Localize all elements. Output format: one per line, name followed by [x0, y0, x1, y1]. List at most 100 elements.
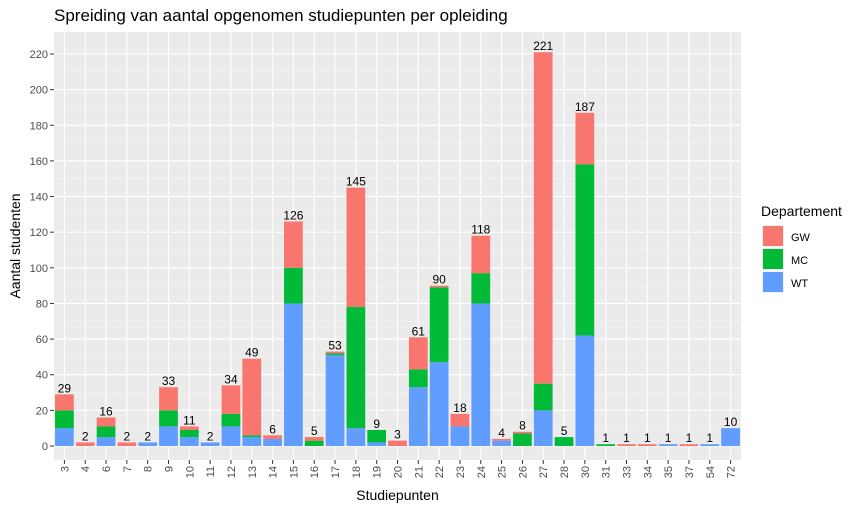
data-label: 49: [245, 346, 259, 360]
x-tick-label: 35: [663, 466, 675, 478]
x-tick-label: 30: [580, 466, 592, 478]
bar-gw-15: [284, 221, 303, 268]
x-tick-label: 9: [164, 466, 176, 472]
bar-gw-22: [429, 285, 449, 288]
data-label: 221: [533, 39, 553, 53]
data-label: 6: [269, 422, 276, 436]
y-tick-label: 80: [36, 298, 48, 310]
bar-gw-7: [117, 442, 137, 446]
bar-gw-16: [304, 437, 324, 441]
x-tick-label: 27: [538, 466, 550, 478]
bar-wt-15: [284, 303, 303, 446]
bars: [55, 52, 740, 446]
x-axis-title: Studiepunten: [356, 487, 439, 503]
bar-gw-18: [346, 187, 366, 308]
x-tick-label: 25: [497, 466, 509, 478]
data-label: 53: [328, 339, 342, 353]
data-label: 4: [498, 426, 505, 440]
bar-wt-18: [346, 428, 366, 446]
bar-wt-13: [242, 437, 262, 446]
legend-swatch-mc: [763, 249, 783, 269]
x-tick-label: 17: [330, 466, 342, 478]
bar-mc-9: [159, 410, 178, 427]
bar-mc-15: [284, 267, 303, 304]
x-tick-label: 13: [247, 466, 259, 478]
x-tick-label: 16: [309, 466, 321, 478]
legend-title: Departement: [761, 203, 842, 219]
chart-title: Spreiding van aantal opgenomen studiepun…: [54, 6, 508, 25]
bar-wt-17: [325, 355, 345, 446]
bar-gw-20: [388, 440, 407, 446]
x-tick-label: 33: [622, 466, 634, 478]
bar-wt-23: [450, 426, 470, 446]
y-tick-label: 100: [30, 263, 48, 275]
data-label: 90: [432, 273, 446, 287]
bar-mc-22: [429, 287, 449, 363]
bar-mc-17: [325, 353, 345, 356]
y-tick-label: 180: [30, 120, 48, 132]
x-tick-label: 24: [476, 466, 488, 478]
bar-gw-3: [55, 394, 74, 411]
bar-gw-14: [263, 435, 282, 439]
data-label: 29: [58, 381, 72, 395]
bar-mc-13: [242, 435, 262, 438]
data-label: 2: [144, 429, 151, 443]
y-tick-label: 140: [30, 192, 48, 204]
data-label: 33: [162, 374, 176, 388]
legend-swatch-wt: [763, 272, 783, 292]
data-label: 1: [623, 431, 630, 445]
data-label: 2: [82, 429, 89, 443]
legend-swatch-gw: [763, 226, 783, 246]
bar-wt-22: [429, 362, 449, 446]
bar-wt-8: [138, 442, 158, 446]
bar-gw-27: [533, 52, 553, 384]
legend-label-gw: GW: [791, 232, 811, 244]
data-label: 61: [412, 324, 426, 338]
x-tick-label: 7: [122, 466, 134, 472]
bar-wt-35: [658, 444, 678, 446]
data-label: 34: [224, 372, 238, 386]
bar-wt-72: [721, 428, 740, 446]
bar-wt-12: [221, 426, 241, 446]
data-label: 187: [575, 100, 595, 114]
bar-wt-25: [492, 440, 511, 446]
bar-mc-27: [533, 383, 553, 411]
bar-gw-9: [159, 387, 178, 411]
bar-gw-23: [450, 413, 470, 427]
x-tick-label: 4: [80, 466, 92, 472]
bar-mc-6: [96, 426, 116, 438]
data-label: 2: [207, 429, 214, 443]
x-tick-label: 28: [559, 466, 571, 478]
bar-mc-10: [179, 429, 199, 438]
data-label: 5: [561, 424, 568, 438]
bar-mc-21: [408, 369, 428, 388]
data-label: 5: [311, 424, 318, 438]
bar-mc-12: [221, 413, 241, 427]
x-tick-label: 26: [517, 466, 529, 478]
y-tick-label: 0: [42, 441, 48, 453]
bar-gw-17: [325, 351, 345, 354]
legend-label-mc: MC: [791, 255, 808, 267]
x-tick-label: 21: [413, 466, 425, 478]
bar-mc-28: [554, 437, 574, 446]
data-label: 16: [99, 404, 113, 418]
x-tick-label: 20: [393, 466, 405, 478]
data-label: 1: [602, 431, 609, 445]
bar-gw-13: [242, 358, 262, 436]
x-tick-label: 31: [601, 466, 613, 478]
bar-gw-4: [75, 442, 95, 446]
y-tick-label: 220: [30, 49, 48, 61]
x-tick-label: 34: [642, 466, 654, 478]
bar-wt-10: [179, 437, 199, 446]
x-tick-label: 54: [705, 466, 717, 478]
bar-wt-54: [700, 444, 720, 446]
y-tick-label: 160: [30, 156, 48, 168]
bar-gw-24: [471, 235, 491, 274]
x-tick-label: 8: [143, 466, 155, 472]
x-tick-label: 11: [205, 466, 217, 477]
x-tick-label: 12: [226, 466, 238, 478]
grid-lines: [54, 32, 741, 460]
x-tick-label: 15: [288, 466, 300, 478]
